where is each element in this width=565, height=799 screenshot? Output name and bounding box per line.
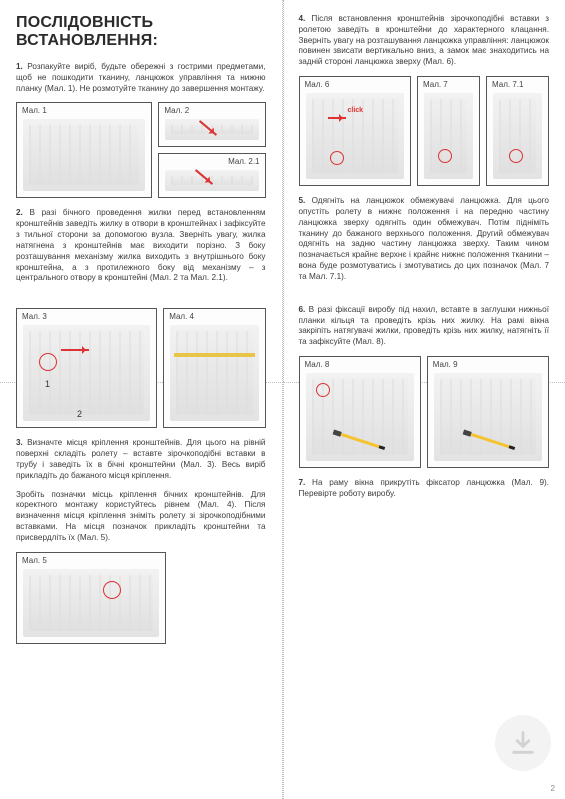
- step-3a: 3. Визначте місця кріплення кронштейнів.…: [16, 438, 266, 481]
- illustration-mal1: [23, 119, 145, 191]
- figure-label-mal6: Мал. 6: [305, 80, 330, 89]
- step-4: 4. Після встановлення кронштейнів зірочк…: [299, 14, 550, 68]
- page-number: 2: [551, 784, 555, 793]
- figure-mal8: Мал. 8: [299, 356, 421, 468]
- figure-mal1: Мал. 1: [16, 102, 152, 198]
- click-label: click: [348, 107, 364, 114]
- figure-label-mal2: Мал. 2: [164, 106, 189, 115]
- step-5: 5. Одягніть на ланцюжок обмежувачі ланцю…: [299, 196, 550, 283]
- figure-mal6: Мал. 6 click: [299, 76, 411, 186]
- figure-mal7: Мал. 7: [417, 76, 480, 186]
- figure-mal3: Мал. 3 1 2: [16, 308, 157, 428]
- figure-row-4: Мал. 8 Мал. 9: [299, 356, 550, 468]
- figure-label-mal71: Мал. 7.1: [492, 80, 523, 89]
- download-arrow-icon: [509, 729, 537, 757]
- figure-mal9: Мал. 9: [427, 356, 549, 468]
- figure-row-2: Мал. 3 1 2 Мал. 4: [16, 308, 266, 428]
- step-3a-text: Визначте місця кріплення кронштейнів. Дл…: [16, 438, 266, 479]
- figure-label-mal7: Мал. 7: [423, 80, 448, 89]
- figure-col-mal7: Мал. 7 Мал. 7.1: [417, 76, 549, 186]
- red-arrow-icon: [328, 117, 346, 119]
- figure-label-mal4: Мал. 4: [169, 312, 194, 321]
- figure-label-mal5: Мал. 5: [22, 556, 47, 565]
- spacer: [16, 292, 266, 308]
- illustration-mal5: [23, 569, 159, 637]
- step-1-num: 1.: [16, 62, 23, 71]
- page: ПОСЛІДОВНІСТЬ ВСТАНОВЛЕННЯ: 1. Розпакуйт…: [0, 0, 565, 799]
- step-4-text: Після встановлення кронштейнів зірочкопо…: [299, 14, 550, 66]
- figure-mal5: Мал. 5: [16, 552, 166, 644]
- illustration-mal9: [434, 373, 542, 461]
- red-circle-icon: [330, 151, 344, 165]
- figure-mal21: Мал. 2.1: [158, 153, 265, 198]
- callout-2: 2: [77, 409, 82, 419]
- step-7-text: На раму вікна прикрутіть фіксатор ланцюж…: [299, 478, 550, 498]
- step-3b: Зробіть позначки місць кріплення бічних …: [16, 490, 266, 544]
- watermark-icon: [495, 715, 551, 771]
- illustration-mal3: [23, 325, 150, 421]
- step-2-text: В разі бічного проведення жилки перед вс…: [16, 208, 266, 282]
- figure-mal71: Мал. 7.1: [486, 76, 549, 186]
- illustration-mal4: [170, 325, 258, 421]
- step-1: 1. Розпакуйте виріб, будьте обережні з г…: [16, 62, 266, 94]
- figure-mal2: Мал. 2: [158, 102, 265, 147]
- red-arrow-icon: [61, 349, 89, 351]
- figure-label-mal21: Мал. 2.1: [228, 157, 259, 166]
- right-column: 4. Після встановлення кронштейнів зірочк…: [283, 0, 565, 799]
- page-title: ПОСЛІДОВНІСТЬ ВСТАНОВЛЕННЯ:: [16, 14, 266, 50]
- step-2: 2. В разі бічного проведення жилки перед…: [16, 208, 266, 284]
- step-5-text: Одягніть на ланцюжок обмежувачі ланцюжка…: [299, 196, 550, 281]
- step-6-text: В разі фіксації виробу під нахил, вставт…: [299, 305, 550, 346]
- illustration-mal71: [493, 93, 542, 179]
- figure-label-mal8: Мал. 8: [305, 360, 330, 369]
- step-3-num: 3.: [16, 438, 23, 447]
- figure-label-mal1: Мал. 1: [22, 106, 47, 115]
- red-circle-icon: [103, 581, 121, 599]
- figure-row-1: Мал. 1 Мал. 2 Мал. 2.1: [16, 102, 266, 198]
- red-circle-icon: [316, 383, 330, 397]
- figure-label-mal3: Мал. 3: [22, 312, 47, 321]
- figure-col-mal2: Мал. 2 Мал. 2.1: [158, 102, 265, 198]
- level-bar: [174, 353, 254, 357]
- figure-label-mal9: Мал. 9: [433, 360, 458, 369]
- callout-1: 1: [45, 379, 50, 389]
- step-6: 6. В разі фіксації виробу під нахил, вст…: [299, 305, 550, 348]
- step-1-text: Розпакуйте виріб, будьте обережні з гост…: [16, 62, 266, 93]
- illustration-mal7: [424, 93, 473, 179]
- illustration-mal6: [306, 93, 404, 179]
- figure-row-3: Мал. 6 click Мал. 7 Мал. 7.1: [299, 76, 550, 186]
- step-7: 7. На раму вікна прикрутіть фіксатор лан…: [299, 478, 550, 500]
- figure-mal4: Мал. 4: [163, 308, 265, 428]
- left-column: ПОСЛІДОВНІСТЬ ВСТАНОВЛЕННЯ: 1. Розпакуйт…: [0, 0, 283, 799]
- step-2-num: 2.: [16, 208, 23, 217]
- spacer: [299, 291, 550, 305]
